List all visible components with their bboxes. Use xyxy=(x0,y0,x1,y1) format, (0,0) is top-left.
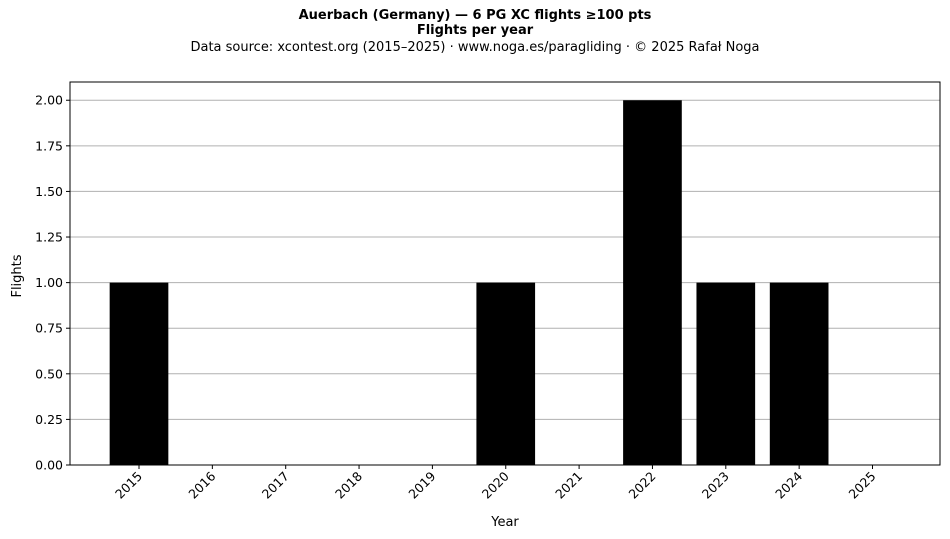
y-tick-label: 0.25 xyxy=(35,412,63,427)
y-tick-label: 2.00 xyxy=(35,93,63,108)
x-tick-label: 2023 xyxy=(699,469,732,502)
bar-2015 xyxy=(109,282,169,465)
plot-frame xyxy=(69,81,941,466)
y-tick-label: 1.75 xyxy=(35,138,63,153)
x-tick-label: 2019 xyxy=(405,468,438,501)
y-tick-label: 1.25 xyxy=(35,230,63,245)
x-tick-label: 2022 xyxy=(625,469,658,502)
x-tick-label: 2024 xyxy=(772,468,805,501)
data-source-note: Data source: xcontest.org (2015–2025) · … xyxy=(190,40,760,55)
x-axis-label: Year xyxy=(490,515,519,530)
x-tick-label: 2021 xyxy=(552,469,585,502)
y-tick-label: 1.50 xyxy=(35,184,63,199)
bar-2022 xyxy=(623,100,682,465)
chart-subtitle: Flights per year xyxy=(416,23,534,38)
y-axis-label: Flights xyxy=(10,254,25,297)
y-tick-label: 0.00 xyxy=(35,458,63,473)
x-tick-label: 2016 xyxy=(185,468,218,501)
chart-title: Auerbach (Germany) — 6 PG XC flights ≥10… xyxy=(298,8,652,23)
bar-2024 xyxy=(769,282,829,465)
bar-2020 xyxy=(476,282,536,465)
x-axis: 2015 2016 2017 2018 2019 2020 2021 2022 2023 2024… xyxy=(112,465,879,502)
y-tick-label: 1.00 xyxy=(35,275,63,290)
y-tick-label: 0.75 xyxy=(35,321,63,336)
x-tick-label: 2015 xyxy=(112,469,145,502)
x-tick-label: 2017 xyxy=(259,469,292,502)
y-axis: 0.00 0.25 0.50 0.75 1.00 1.25 1.50 1.75 2.00 xyxy=(35,93,70,473)
y-tick-label: 0.50 xyxy=(35,366,63,381)
x-tick-label: 2018 xyxy=(332,468,365,501)
chart-header: Auerbach (Germany) — 6 PG XC flights ≥10… xyxy=(0,8,950,56)
x-tick-label: 2020 xyxy=(479,468,512,501)
x-tick-label: 2025 xyxy=(846,469,879,502)
bar-2023 xyxy=(696,282,756,465)
bars xyxy=(109,100,829,465)
